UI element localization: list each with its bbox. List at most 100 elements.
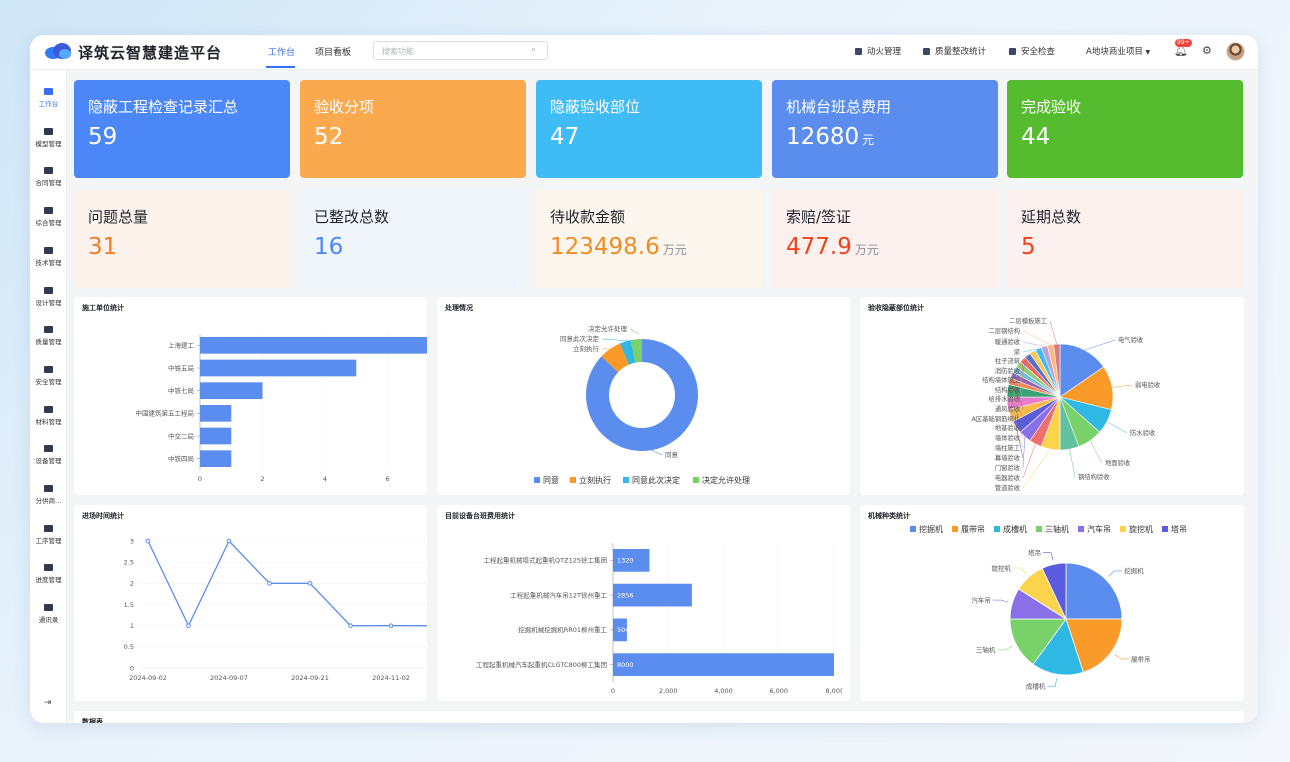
sidebar-item-material[interactable]: 材料管理 — [30, 405, 67, 426]
sidebar-item-quality[interactable]: 质量管理 — [30, 326, 67, 346]
bar[interactable] — [613, 549, 650, 572]
label-line — [1069, 449, 1076, 478]
bar[interactable] — [200, 359, 357, 377]
slice-label: 暖通验收 — [995, 337, 1021, 346]
pie-slice[interactable] — [1065, 562, 1123, 620]
slice-label: 钢结构验收 — [1078, 472, 1110, 481]
sidebar-item-label: 工序管理 — [35, 536, 62, 545]
search-input[interactable]: 搜索功能 ⌕ — [373, 41, 548, 60]
cards_top-card-1[interactable]: 验收分项 52 — [300, 80, 526, 178]
bar[interactable] — [200, 382, 263, 399]
donut-slice[interactable] — [619, 340, 636, 365]
cards_bottom-card-3[interactable]: 索赔/签证 477.9 万元 — [772, 190, 998, 288]
card-title: 隐蔽工程检查记录汇总 — [88, 98, 239, 116]
link-quality-stats[interactable]: 质量整改统计 — [923, 45, 986, 57]
gear-icon[interactable]: ⚙ — [1202, 44, 1212, 57]
cards_bottom-card-2[interactable]: 待收款金额 123498.6 万元 — [536, 190, 762, 288]
card-title: 机械台班总费用 — [786, 98, 892, 116]
bell-icon[interactable]: 🔔︎ — [1174, 44, 1188, 57]
card-value: 47 — [550, 124, 579, 150]
donut-slice[interactable] — [601, 343, 629, 373]
sidebar-item-label: 工作台 — [38, 100, 59, 108]
line-series[interactable] — [147, 539, 427, 628]
card-value: 477.9 万元 — [786, 234, 879, 260]
link-fire-management[interactable]: 动火管理 — [855, 45, 901, 57]
cards_bottom-card-1[interactable]: 已整改总数 16 — [300, 190, 526, 288]
y-tick-label: 工程起重机械汽车吊12T徐州重工 — [510, 590, 607, 599]
sidebar-item-contract[interactable]: 合同管理 — [30, 167, 67, 187]
sidebar-item-workbench[interactable]: 工作台 — [30, 88, 67, 108]
tab-workbench[interactable]: 工作台 — [268, 48, 296, 58]
project-selector[interactable]: A地块商业项目 ▼ — [1086, 45, 1150, 57]
data-point[interactable] — [226, 538, 232, 544]
cards_top-card-3[interactable]: 机械台班总费用 12680 元 — [772, 80, 998, 178]
x-tick-label: 2024-09-02 — [129, 674, 167, 682]
cards_top-card-2[interactable]: 隐蔽验收部位 47 — [536, 80, 762, 178]
sidebar-item-design[interactable]: 设计管理 — [30, 286, 67, 307]
folder-icon — [44, 246, 53, 254]
pie-slice[interactable] — [1053, 343, 1061, 398]
data-point[interactable] — [307, 581, 313, 586]
sidebar-item-model[interactable]: 模型管理 — [30, 127, 67, 148]
bar[interactable] — [613, 653, 834, 676]
sidebar-item-safety[interactable]: 安全管理 — [30, 365, 67, 386]
label-line — [1089, 440, 1103, 464]
data-point[interactable] — [267, 581, 272, 586]
panel-p1: 施工单位统计02468上海建工中铁五局中铁七局中国建筑第五工程局中交二局中铁四局 — [74, 297, 427, 495]
cards_top-card-4[interactable]: 完成验收 44 — [1007, 80, 1243, 178]
cards_bottom-card-0[interactable]: 问题总量 31 — [74, 190, 290, 288]
panel-table: 数据表 — [74, 711, 1244, 723]
bar[interactable] — [613, 618, 627, 642]
folder-icon — [44, 485, 53, 492]
sidebar-item-process[interactable]: 工序管理 — [30, 524, 67, 545]
legend-swatch — [1162, 526, 1168, 532]
label-line — [997, 645, 1013, 651]
link-label: 动火管理 — [867, 47, 902, 57]
panel-title: 目前设备台班费用统计 — [445, 512, 515, 520]
data-point[interactable] — [186, 623, 191, 628]
legend-label: 塔吊 — [1171, 524, 1187, 534]
sidebar-item-contacts[interactable]: 通讯录 — [30, 604, 67, 624]
sidebar-item-tech[interactable]: 技术管理 — [30, 246, 67, 267]
cards_top-card-0[interactable]: 隐蔽工程检查记录汇总 59 — [74, 80, 290, 178]
label-line — [1022, 436, 1026, 469]
link-safety-check[interactable]: 安全检查 — [1009, 45, 1055, 57]
avatar[interactable] — [1226, 42, 1245, 61]
legend-swatch — [1120, 526, 1126, 532]
pie-slice[interactable] — [1041, 562, 1067, 620]
folder-icon — [44, 405, 53, 413]
bar[interactable] — [200, 427, 232, 445]
data-point[interactable] — [388, 623, 394, 628]
donut-slice[interactable] — [630, 339, 642, 363]
y-tick-label: 工程起重机械汽车起重机CLGTC800柳工集团 — [476, 660, 607, 669]
card-title: 完成验收 — [1021, 98, 1082, 116]
sidebar-item-equipment[interactable]: 设备管理 — [30, 445, 67, 465]
slice-label: 汽车吊 — [971, 595, 991, 604]
slice-label: 履带吊 — [1131, 655, 1151, 663]
sidebar-item-schedule[interactable]: 进度管理 — [30, 564, 67, 584]
sidebar-item-general[interactable]: 综合管理 — [30, 207, 67, 227]
y-tick-label: 2.5 — [124, 558, 134, 566]
sidebar-item-supplier[interactable]: 分供商... — [30, 485, 67, 505]
label-line — [1022, 330, 1051, 346]
panel-p5: 目前设备台班费用统计 0 2,000 4,000 6,000 8,00(工程起重机械塔式起… — [437, 505, 850, 701]
slice-label: 墙柱施工 — [995, 443, 1020, 452]
collapse-icon[interactable]: ⇥ — [44, 698, 52, 708]
bar[interactable] — [200, 450, 232, 467]
bar[interactable] — [200, 405, 232, 422]
folder-icon — [44, 564, 53, 572]
tab-project-board[interactable]: 项目看板 — [315, 48, 352, 58]
folder-icon — [44, 445, 53, 453]
donut-slice[interactable] — [586, 339, 698, 451]
label-line — [1049, 320, 1058, 345]
x-tick-label: 2024-11-02 — [372, 674, 410, 682]
card-title: 验收分项 — [314, 98, 375, 116]
data-point[interactable] — [145, 538, 151, 544]
cards_bottom-card-4[interactable]: 延期总数 5 — [1007, 190, 1243, 288]
bar[interactable] — [200, 337, 427, 354]
tab-active-indicator — [266, 66, 295, 68]
sidebar-item-label: 合同管理 — [35, 179, 62, 188]
data-point[interactable] — [348, 623, 353, 628]
slice-label: 墙体验收 — [995, 433, 1021, 442]
bar[interactable] — [613, 583, 692, 607]
